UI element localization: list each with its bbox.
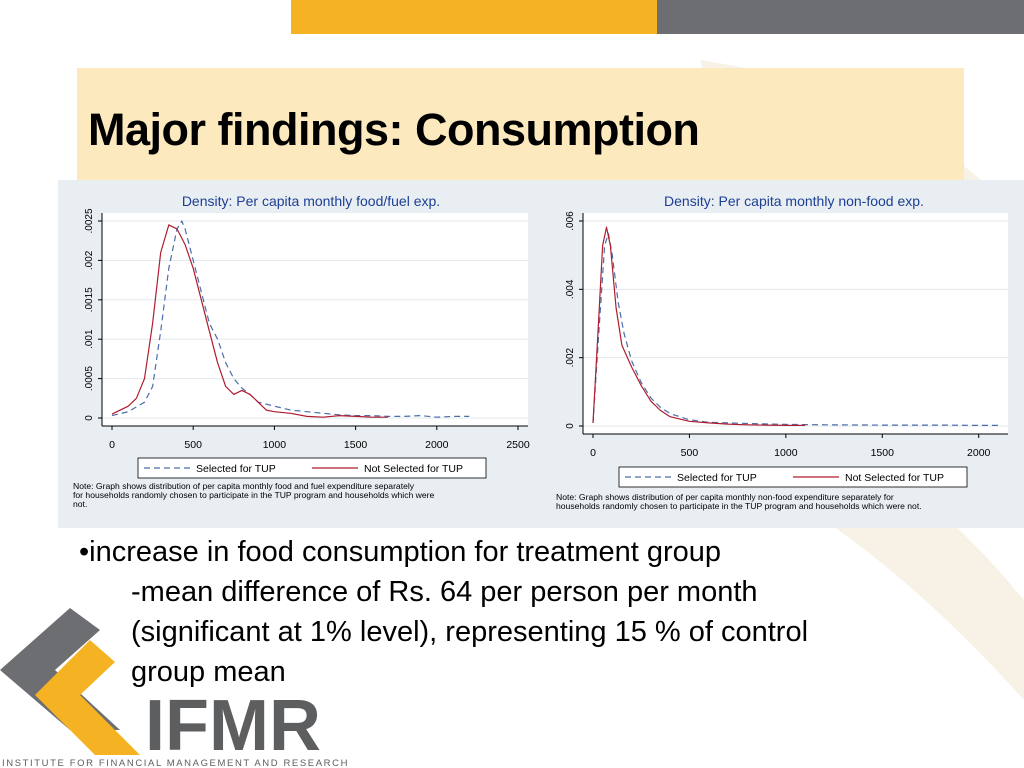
chart-non-food-svg: Density: Per capita monthly non-food exp…	[556, 193, 1008, 511]
legend-label: Not Selected for TUP	[364, 463, 463, 475]
slide-title: Major findings: Consumption	[88, 104, 700, 155]
x-tick-label: 2000	[425, 439, 449, 451]
x-tick-label: 2000	[967, 447, 991, 459]
chart-note: Note: Graph shows distribution of per ca…	[73, 481, 415, 491]
legend-label: Selected for TUP	[677, 472, 757, 484]
x-tick-label: 0	[109, 439, 115, 451]
y-tick-label: 0	[84, 415, 95, 421]
title-panel	[77, 68, 964, 180]
chart-food-fuel-svg: Density: Per capita monthly food/fuel ex…	[73, 193, 530, 509]
chart-non-food: Density: Per capita monthly non-food exp…	[541, 180, 1024, 528]
plot-area	[102, 213, 528, 426]
x-tick-label: 1500	[344, 439, 368, 451]
y-tick-label: .0015	[84, 287, 95, 312]
charts-panel: Density: Per capita monthly food/fuel ex…	[58, 180, 1024, 528]
logo-tagline: INSTITUTE FOR FINANCIAL MANAGEMENT AND R…	[2, 758, 349, 768]
y-tick-label: 0	[565, 423, 576, 429]
logo-chevron-gray	[0, 608, 120, 730]
x-tick-label: 0	[590, 447, 596, 459]
logo-chevron-yellow	[35, 640, 140, 755]
y-tick-label: .0005	[84, 366, 95, 391]
ifmr-logo: IFMR INSTITUTE FOR FINANCIAL MANAGEMENT …	[0, 608, 349, 768]
bullet-detail-3: group mean	[131, 656, 286, 688]
bullet-detail-2: (significant at 1% level), representing …	[131, 616, 809, 648]
findings-text: •increase in food consumption for treatm…	[79, 532, 979, 692]
legend-label: Not Selected for TUP	[845, 472, 944, 484]
plot-area	[583, 213, 1008, 434]
chart-food-fuel: Density: Per capita monthly food/fuel ex…	[58, 180, 538, 528]
y-tick-label: .0025	[84, 208, 95, 233]
y-tick-label: .002	[565, 347, 576, 367]
chart-title: Density: Per capita monthly non-food exp…	[664, 193, 924, 209]
x-tick-label: 500	[184, 439, 202, 451]
x-tick-label: 1000	[774, 447, 798, 459]
x-tick-label: 1000	[263, 439, 287, 451]
y-tick-label: .001	[84, 329, 95, 349]
y-tick-label: .006	[565, 211, 576, 231]
bullet-detail-1: -mean difference of Rs. 64 per person pe…	[131, 576, 758, 608]
series-line-selected	[111, 220, 470, 418]
y-tick-label: .002	[84, 250, 95, 270]
x-tick-label: 500	[681, 447, 699, 459]
header-accent-gray	[657, 0, 1024, 34]
y-tick-label: .004	[565, 279, 576, 299]
chart-note: for households randomly chosen to partic…	[73, 490, 435, 500]
bullet-main: •increase in food consumption for treatm…	[79, 536, 722, 568]
chart-note: not.	[73, 499, 87, 509]
chart-note: households randomly chosen to participat…	[556, 501, 922, 511]
series-line-not-selected	[111, 224, 389, 418]
legend-label: Selected for TUP	[196, 463, 276, 475]
x-tick-label: 1500	[871, 447, 895, 459]
chart-title: Density: Per capita monthly food/fuel ex…	[182, 193, 440, 209]
header-accent-yellow	[291, 0, 657, 34]
series-line-not-selected	[592, 226, 806, 426]
chart-note: Note: Graph shows distribution of per ca…	[556, 492, 894, 502]
logo-wordmark: IFMR	[145, 686, 321, 766]
x-tick-label: 2500	[506, 439, 530, 451]
